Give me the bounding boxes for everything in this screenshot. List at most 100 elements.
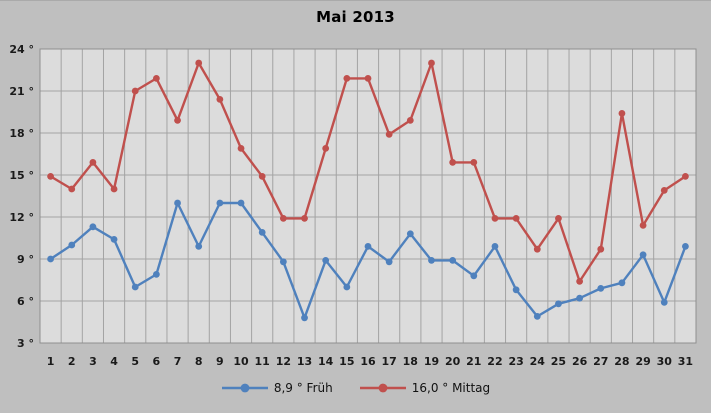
- mittag-point: [618, 110, 626, 117]
- x-axis-tick-label: 4: [110, 355, 118, 368]
- plot-background: [40, 49, 696, 343]
- legend-item-frueh: 8,9 ° Früh: [221, 381, 333, 395]
- legend-item-mittag: 16,0 ° Mittag: [359, 381, 490, 395]
- x-axis-tick-label: 31: [678, 355, 693, 368]
- y-axis-tick-label: 12 °: [9, 211, 34, 224]
- frueh-point: [301, 314, 308, 322]
- y-axis-tick-label: 9 °: [17, 253, 34, 266]
- mittag-point: [597, 245, 605, 253]
- frueh-point: [406, 230, 414, 238]
- mittag-point: [449, 159, 457, 166]
- frueh-point: [618, 279, 626, 287]
- legend: 8,9 ° Früh 16,0 ° Mittag: [0, 381, 711, 395]
- x-axis-tick-label: 23: [508, 355, 523, 368]
- mittag-point: [555, 215, 562, 222]
- x-axis-tick-label: 16: [360, 355, 376, 368]
- frueh-point: [449, 257, 457, 264]
- frueh-point: [470, 272, 478, 280]
- x-axis-tick-label: 27: [593, 355, 608, 368]
- mittag-point: [533, 245, 541, 253]
- x-axis-tick-label: 5: [131, 355, 139, 368]
- x-axis-tick-label: 14: [318, 355, 334, 368]
- mittag-point: [279, 215, 287, 222]
- mittag-point: [152, 75, 160, 82]
- mittag-point: [258, 173, 266, 180]
- frueh-point: [597, 285, 605, 292]
- mittag-point: [89, 159, 97, 166]
- x-axis-tick-label: 8: [195, 355, 203, 368]
- frueh-legend-marker-icon: [221, 383, 268, 393]
- mittag-point: [428, 59, 435, 67]
- mittag-point: [322, 145, 330, 152]
- mittag-point: [385, 131, 393, 138]
- x-axis-tick-label: 18: [403, 355, 418, 368]
- plot-area: 3 °6 °9 °12 °15 °18 °21 °24 °1 2 3 4 5 6 7 8 9 10…: [9, 43, 697, 368]
- y-axis-tick-label: 18 °: [9, 127, 34, 140]
- plot-border: [39, 48, 697, 344]
- mittag-point: [195, 59, 203, 67]
- frueh-point: [682, 243, 689, 250]
- frueh-point: [237, 199, 245, 207]
- x-axis-tick-label: 13: [297, 355, 312, 368]
- mittag-point: [682, 173, 689, 180]
- mittag-point: [660, 187, 668, 194]
- frueh-point: [639, 251, 647, 259]
- mittag-point: [639, 222, 647, 229]
- x-axis-tick-label: 17: [382, 355, 397, 368]
- x-axis-tick-label: 21: [466, 355, 481, 368]
- frueh-point: [131, 283, 139, 291]
- x-axis-tick-label: 20: [445, 355, 461, 368]
- mittag-point: [237, 145, 245, 152]
- frueh-point: [343, 283, 351, 291]
- frueh-point: [660, 299, 668, 306]
- frueh-point: [258, 229, 266, 236]
- frueh-point: [110, 236, 118, 243]
- mittag-legend-dot: [378, 383, 388, 393]
- mittag-point: [110, 185, 118, 193]
- x-axis-tick-label: 2: [68, 355, 76, 368]
- x-axis-tick-label: 7: [174, 355, 182, 368]
- x-axis-tick-label: 29: [635, 355, 650, 368]
- mittag-point: [343, 75, 351, 82]
- mittag-point: [491, 215, 499, 222]
- y-axis-tick-label: 15 °: [9, 169, 34, 182]
- x-axis-tick-label: 12: [276, 355, 291, 368]
- frueh-point: [47, 255, 54, 263]
- frueh-point: [533, 313, 541, 320]
- x-axis-tick-label: 1: [47, 355, 55, 368]
- frueh-point: [152, 271, 160, 278]
- mittag-point: [470, 159, 478, 166]
- mittag-point: [576, 278, 584, 285]
- x-axis-tick-label: 6: [153, 355, 161, 368]
- y-axis-tick-label: 6 °: [17, 295, 34, 308]
- legend-label-frueh: 8,9 ° Früh: [273, 381, 333, 395]
- frueh-point: [195, 243, 203, 250]
- y-axis-tick-label: 24 °: [9, 43, 34, 56]
- mittag-point: [216, 96, 224, 103]
- frueh-point: [68, 241, 76, 249]
- frueh-point: [576, 294, 584, 302]
- legend-label-mittag: 16,0 ° Mittag: [411, 381, 491, 395]
- x-axis-tick-label: 11: [255, 355, 270, 368]
- frueh-point: [491, 243, 499, 250]
- chart-title: Mai 2013: [316, 8, 395, 26]
- mittag-point: [512, 215, 520, 222]
- mittag-point: [131, 87, 139, 95]
- x-axis-tick-label: 3: [89, 355, 97, 368]
- y-axis-tick-label: 3 °: [17, 337, 34, 350]
- frueh-point: [174, 199, 181, 207]
- x-axis-tick-label: 28: [614, 355, 629, 368]
- x-axis-tick-label: 25: [551, 355, 566, 368]
- frueh-point: [428, 257, 435, 264]
- x-axis-tick-label: 22: [487, 355, 502, 368]
- frueh-legend-dot: [240, 383, 250, 393]
- frueh-point: [216, 199, 224, 207]
- frueh-point: [364, 243, 372, 250]
- mittag-point: [301, 215, 308, 222]
- x-axis-tick-label: 10: [233, 355, 249, 368]
- x-axis-tick-label: 15: [339, 355, 354, 368]
- mittag-legend-marker-icon: [359, 383, 406, 393]
- mittag-point: [364, 75, 372, 82]
- frueh-point: [322, 257, 330, 264]
